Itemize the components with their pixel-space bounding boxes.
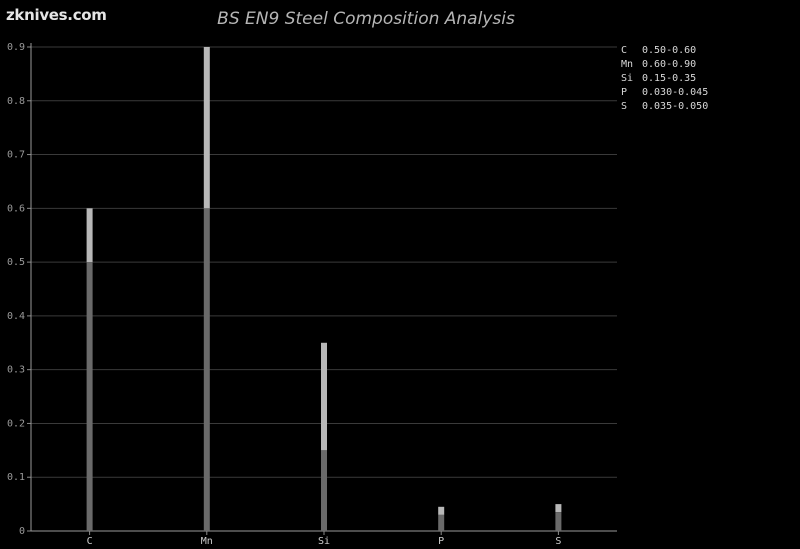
bars (86, 47, 562, 532)
legend-row-mn: Mn 0.60-0.90 (621, 58, 708, 72)
y-tick-label: 0.8 (7, 96, 25, 107)
bar-min-c (86, 262, 93, 531)
bar-max-p (438, 506, 445, 515)
legend-element: Si (621, 73, 634, 84)
labels: 0 0.1 0.2 0.3 0.4 0.5 0.6 0.7 0.8 0.9 C Mn Si P S (7, 42, 561, 547)
bar-max-si (321, 342, 327, 451)
legend-element: Mn (621, 59, 634, 70)
x-category-label: Si (318, 536, 330, 547)
chart-title: BS EN9 Steel Composition Analysis (217, 9, 515, 29)
legend-range: 0.60-0.90 (642, 59, 697, 70)
legend-range: 0.15-0.35 (642, 73, 697, 84)
x-category-label: C (87, 536, 93, 547)
bar-max-s (555, 504, 562, 513)
legend-range: 0.030-0.045 (642, 87, 709, 98)
y-tick-label: 0.6 (7, 203, 25, 214)
y-tick-label: 0 (19, 526, 25, 537)
y-tick-label: 0.9 (7, 42, 25, 53)
y-tick-label: 0.4 (7, 311, 25, 322)
bar-min-mn (203, 208, 210, 532)
legend-row-p: P 0.030-0.045 (621, 86, 708, 100)
y-tick-label: 0.7 (7, 150, 25, 161)
y-tick-label: 0.1 (7, 472, 25, 483)
x-category-label: S (555, 536, 561, 547)
legend-row-c: C 0.50-0.60 (621, 44, 708, 58)
bar-min-si (321, 450, 327, 531)
site-logo[interactable]: zknives.com (6, 6, 107, 24)
y-tick-label: 0.3 (7, 365, 25, 376)
legend-element: C (621, 45, 628, 56)
x-category-label: Mn (201, 536, 213, 547)
legend-element: P (621, 87, 628, 98)
legend-element: S (621, 101, 628, 112)
bar-max-c (86, 208, 93, 263)
legend-range: 0.50-0.60 (642, 45, 697, 56)
gridlines (31, 46, 617, 478)
bar-min-p (438, 514, 445, 531)
legend-range: 0.035-0.050 (642, 101, 709, 112)
y-tick-label: 0.2 (7, 418, 25, 429)
legend: C 0.50-0.60 Mn 0.60-0.90 Si 0.15-0.35 P 0.03… (621, 44, 708, 114)
x-category-label: P (438, 536, 444, 547)
y-tick-label: 0.5 (7, 257, 25, 268)
bar-max-mn (203, 47, 210, 209)
legend-row-si: Si 0.15-0.35 (621, 72, 708, 86)
bar-min-s (555, 512, 562, 531)
legend-row-s: S 0.035-0.050 (621, 100, 708, 114)
